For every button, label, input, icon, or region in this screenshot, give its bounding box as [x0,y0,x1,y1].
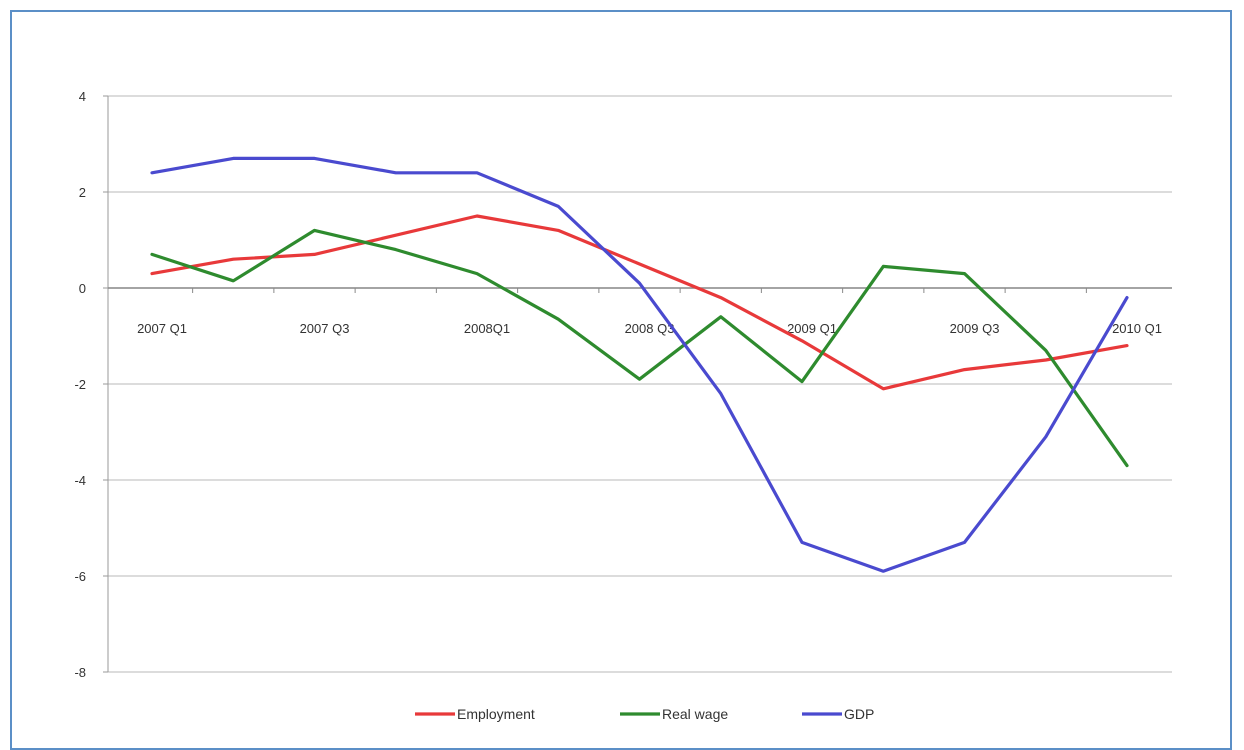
series-line-gdp [150,156,1129,573]
legend-label: Employment [457,706,535,722]
y-tick-label: 0 [79,281,86,296]
y-tick-label: -6 [74,569,86,584]
legend-label: Real wage [662,706,728,722]
x-axis: 2007 Q1 2007 Q3 2008Q1 2008 Q3 2009 Q1 2009 Q… [108,287,1172,336]
legend-label: GDP [844,706,874,722]
line-chart: 420-2-4-6-8 2007 Q1 2007 Q3 2008Q1 2008 Q3 2… [74,89,1172,722]
grid-lines [108,95,1172,673]
y-tick-label: -4 [74,473,86,488]
legend-item-employment: Employment [415,706,535,722]
x-tick-label: 2008Q1 [464,321,510,336]
series-line-employment [150,214,1129,391]
series-line-real-wage [150,228,1129,468]
legend: Employment Real wage GDP [415,706,874,722]
x-tick-label: 2010 Q1 [1112,321,1162,336]
chart-frame: 4 2 0 -2 -4 -6 -8 2007 Q1 2007 Q3 2008Q1 2008 Q3 2… [10,10,1232,750]
series-lines [150,156,1129,573]
y-tick-label: -8 [74,665,86,680]
y-axis: 4 2 0 -2 -4 -6 -8 [74,89,109,680]
x-tick-label: 2009 Q3 [950,321,1000,336]
y-tick-label: -2 [74,377,86,392]
y-tick-label: 4 [79,89,86,104]
legend-item-gdp: GDP [802,706,874,722]
x-tick-label: 2009 Q1 [787,321,837,336]
x-tick-label: 2008 Q3 [625,321,675,336]
y-tick-label: 2 [79,185,86,200]
x-tick-label: 2007 Q3 [300,321,350,336]
legend-item-real-wage: Real wage [620,706,728,722]
x-tick-label: 2007 Q1 [137,321,187,336]
